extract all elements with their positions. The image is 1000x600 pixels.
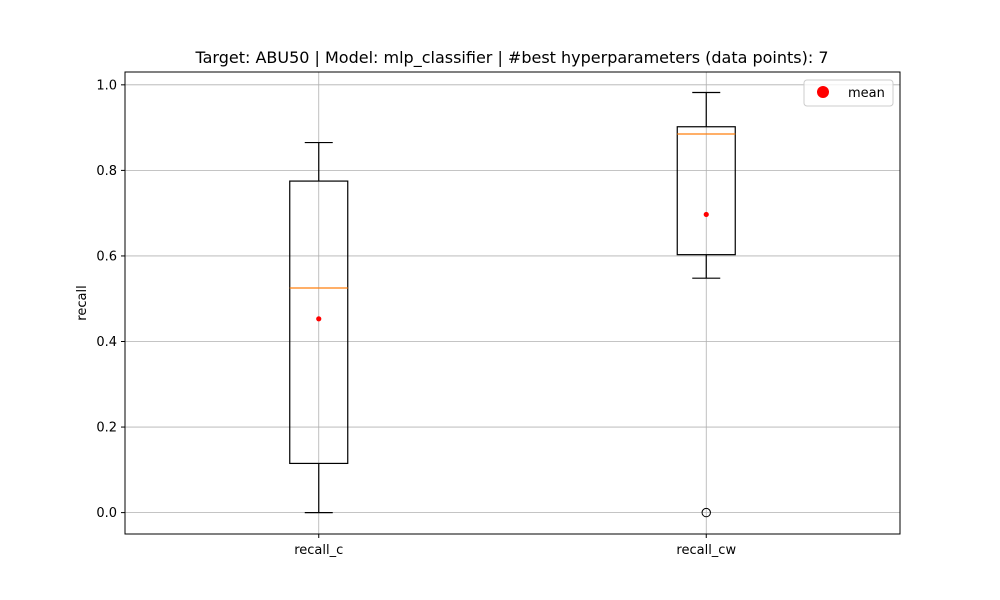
x-tick-label: recall_c	[294, 543, 343, 558]
mean-marker	[703, 211, 709, 218]
legend-mean-marker	[817, 86, 829, 98]
y-tick-label: 0.2	[96, 421, 117, 436]
legend-frame	[803, 79, 894, 107]
y-tick-label: 1.0	[96, 78, 117, 93]
iqr-box	[289, 180, 349, 465]
x-tick-label: recall_cw	[676, 543, 736, 558]
y-tick-label: 0.8	[96, 164, 117, 179]
axes: 0.0 0.2 0.4 0.6 0.8 1.0 recall_c recall_cw	[96, 78, 736, 558]
legend-mean-label: mean	[848, 86, 885, 101]
box-recall_c	[289, 141, 349, 514]
mean-marker	[316, 316, 322, 322]
plot-frame	[124, 71, 901, 535]
grid-lines	[125, 72, 900, 534]
y-tick-label: 0.6	[96, 249, 117, 264]
box-recall_cw	[676, 91, 736, 518]
plot-area	[289, 91, 736, 518]
y-tick-label: 0.0	[96, 506, 117, 521]
iqr-box	[676, 126, 736, 256]
chart-title: Target: ABU50 | Model: mlp_classifier | …	[194, 48, 828, 68]
y-axis-label: recall	[75, 285, 90, 320]
legend: mean	[803, 79, 894, 107]
y-tick-label: 0.4	[96, 335, 117, 350]
outlier-point	[701, 507, 711, 518]
